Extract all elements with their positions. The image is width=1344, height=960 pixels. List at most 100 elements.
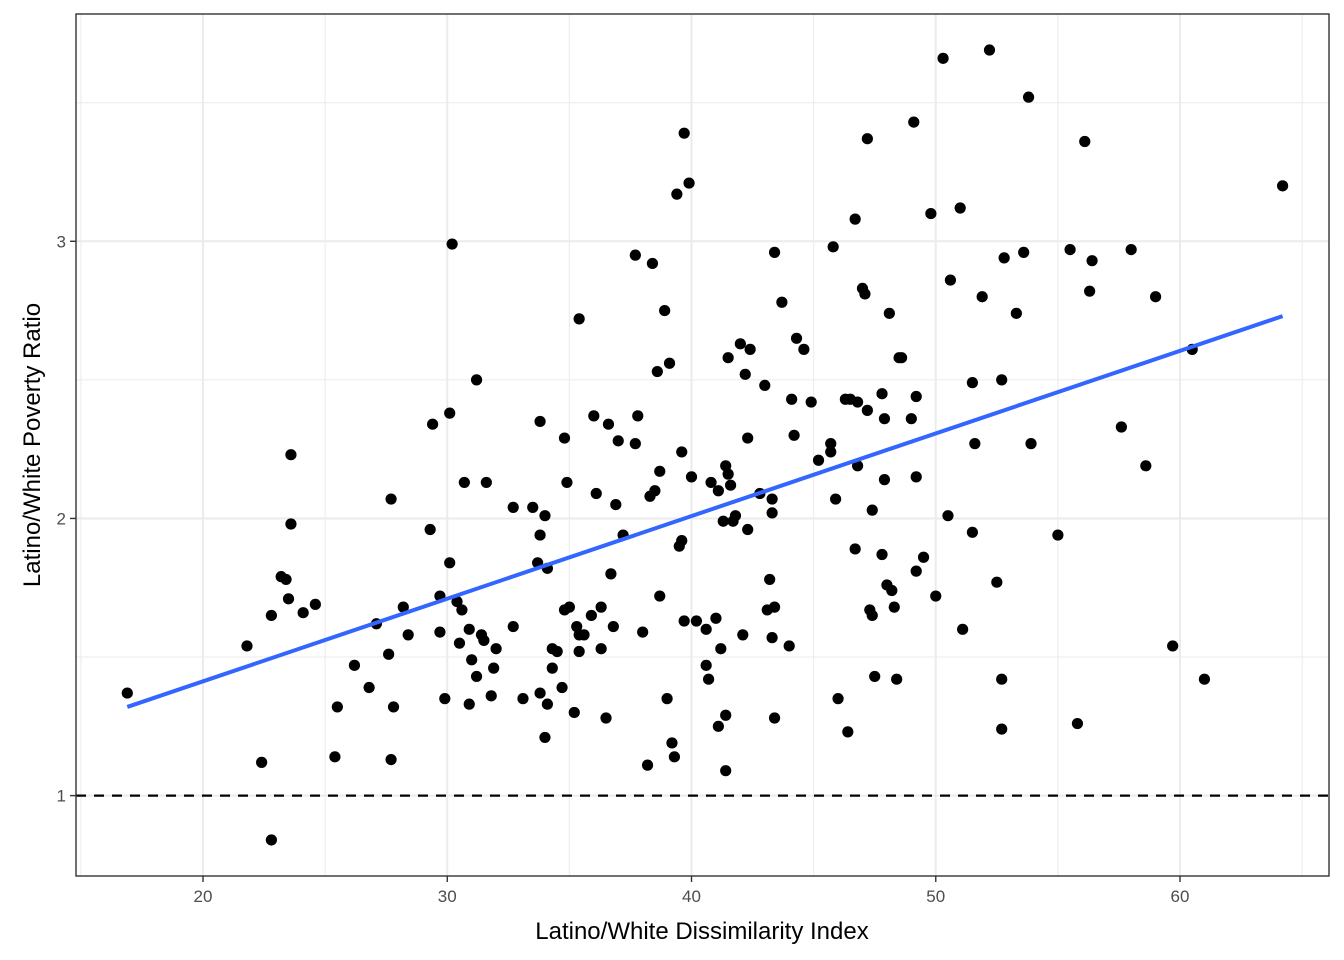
x-tick-label: 40 bbox=[682, 887, 701, 906]
data-point bbox=[715, 643, 727, 655]
data-point bbox=[969, 438, 981, 450]
panel-background bbox=[76, 14, 1329, 876]
data-point bbox=[1149, 291, 1162, 303]
data-point bbox=[297, 607, 309, 619]
data-point bbox=[724, 479, 737, 491]
x-tick-label: 50 bbox=[926, 887, 945, 906]
data-point bbox=[678, 615, 690, 627]
x-axis-tick-labels: 20 30 40 50 60 bbox=[194, 887, 1190, 906]
y-axis-tick-labels: 1 2 3 bbox=[57, 232, 66, 805]
data-point bbox=[646, 257, 659, 270]
data-point bbox=[825, 446, 837, 458]
data-point bbox=[661, 693, 673, 705]
data-point bbox=[402, 629, 414, 641]
data-point bbox=[996, 374, 1008, 386]
data-point bbox=[712, 720, 724, 732]
x-axis-ticks bbox=[202, 876, 1181, 882]
x-tick-label: 60 bbox=[1171, 887, 1190, 906]
data-point bbox=[424, 523, 436, 536]
data-point bbox=[851, 396, 864, 408]
y-axis-ticks bbox=[70, 240, 76, 797]
data-point bbox=[910, 390, 922, 403]
data-point bbox=[478, 634, 490, 647]
data-point bbox=[766, 493, 778, 505]
data-point bbox=[1018, 246, 1030, 258]
data-point bbox=[954, 202, 966, 214]
data-point bbox=[768, 601, 781, 613]
data-point bbox=[798, 343, 810, 355]
data-point bbox=[1084, 285, 1096, 297]
data-point bbox=[561, 476, 573, 489]
data-point bbox=[991, 576, 1003, 588]
data-point bbox=[485, 690, 497, 702]
data-point bbox=[1022, 91, 1035, 103]
data-point bbox=[851, 460, 864, 472]
data-point bbox=[910, 565, 922, 577]
data-point bbox=[558, 432, 571, 444]
data-point bbox=[788, 429, 800, 441]
grid-minor bbox=[76, 14, 1329, 876]
data-point bbox=[282, 593, 295, 605]
data-point bbox=[937, 52, 949, 64]
data-point bbox=[507, 501, 519, 513]
data-point bbox=[891, 673, 903, 685]
data-point bbox=[1198, 673, 1211, 685]
data-point bbox=[766, 632, 778, 644]
data-point bbox=[996, 723, 1008, 735]
data-point bbox=[387, 701, 400, 713]
data-point bbox=[1167, 640, 1179, 652]
data-point bbox=[805, 396, 817, 408]
data-point bbox=[517, 693, 529, 705]
data-point bbox=[812, 454, 825, 466]
data-point bbox=[451, 596, 463, 608]
data-point bbox=[859, 288, 871, 300]
data-point bbox=[786, 393, 798, 405]
data-point bbox=[944, 274, 957, 286]
data-point bbox=[683, 177, 695, 189]
data-point bbox=[925, 207, 937, 220]
data-point bbox=[1025, 438, 1037, 450]
data-point bbox=[637, 626, 649, 638]
data-point bbox=[766, 507, 778, 519]
data-point bbox=[309, 598, 321, 610]
data-point bbox=[541, 698, 554, 710]
data-point bbox=[654, 590, 666, 602]
data-point bbox=[607, 620, 619, 633]
data-point bbox=[886, 584, 898, 597]
data-point bbox=[329, 751, 341, 763]
data-point bbox=[595, 601, 607, 613]
data-point bbox=[861, 404, 873, 416]
data-point bbox=[685, 471, 698, 483]
data-point bbox=[710, 612, 722, 624]
data-point bbox=[930, 590, 942, 602]
data-point bbox=[539, 731, 551, 744]
data-point bbox=[551, 645, 563, 658]
data-point bbox=[534, 687, 546, 699]
data-point bbox=[265, 834, 277, 846]
data-point bbox=[1115, 421, 1127, 433]
data-point bbox=[280, 573, 292, 586]
data-point bbox=[600, 712, 612, 724]
data-point bbox=[883, 307, 895, 319]
x-tick-label: 20 bbox=[194, 887, 213, 906]
data-point bbox=[629, 249, 641, 261]
data-point bbox=[888, 601, 900, 613]
data-point bbox=[849, 213, 861, 225]
data-point bbox=[649, 485, 661, 497]
data-point bbox=[705, 476, 717, 489]
data-point bbox=[878, 474, 891, 486]
data-point bbox=[668, 751, 681, 763]
data-point bbox=[470, 670, 483, 683]
data-point bbox=[703, 673, 715, 685]
data-point bbox=[1071, 717, 1084, 730]
data-point bbox=[663, 357, 676, 369]
data-point bbox=[1010, 307, 1022, 319]
data-point bbox=[722, 352, 734, 364]
data-point bbox=[917, 551, 930, 563]
data-point bbox=[265, 609, 277, 622]
data-point bbox=[1140, 460, 1152, 472]
data-point bbox=[573, 645, 585, 658]
data-point bbox=[568, 706, 580, 719]
data-point bbox=[996, 673, 1008, 685]
data-point bbox=[764, 573, 776, 586]
